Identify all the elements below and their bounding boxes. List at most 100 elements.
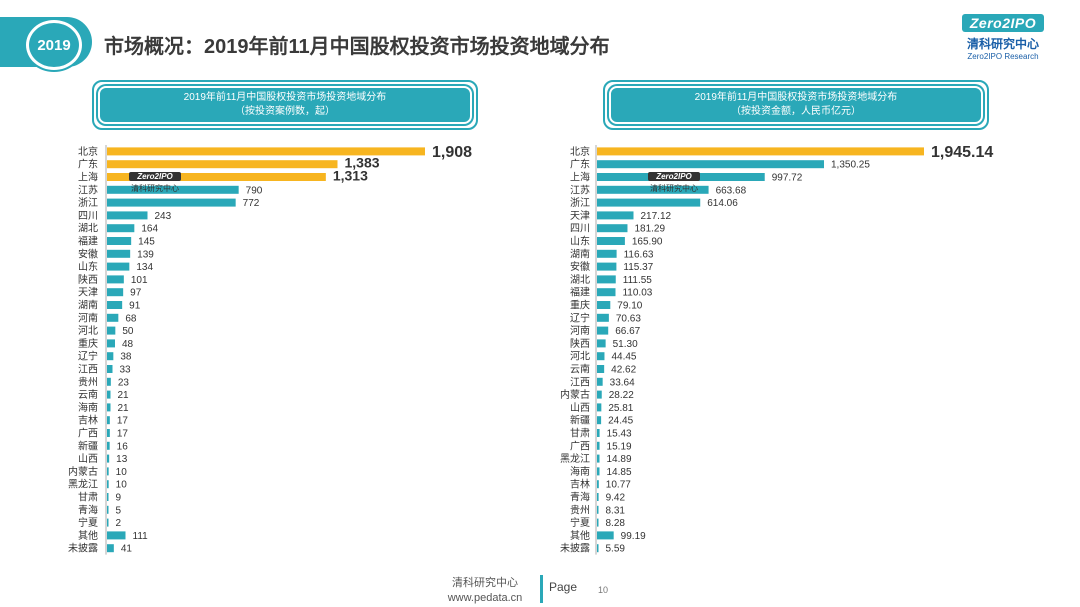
- left-value-label: 2: [116, 518, 122, 529]
- right-bar: [597, 390, 602, 399]
- left-category-label: 江苏: [78, 183, 98, 196]
- left-bar: [107, 403, 111, 412]
- right-bar: [597, 275, 616, 284]
- right-watermark-cn: 清科研究中心: [650, 184, 698, 193]
- right-value-label: 663.68: [716, 185, 747, 196]
- left-category-label: 浙江: [78, 197, 98, 209]
- right-category-label: 内蒙古: [560, 388, 590, 401]
- right-category-label: 上海: [570, 171, 590, 184]
- right-value-label: 9.42: [606, 493, 626, 504]
- right-category-label: 新疆: [570, 414, 590, 427]
- right-category-label: 其他: [570, 529, 590, 542]
- left-bar: [107, 198, 236, 207]
- right-bar: [597, 544, 599, 553]
- right-value-label: 28.22: [609, 390, 634, 401]
- footer-page-number: 10: [598, 585, 609, 595]
- right-bar: [597, 262, 617, 271]
- right-category-label: 广东: [570, 158, 590, 171]
- right-category-label: 江苏: [570, 183, 590, 196]
- right-bar: [597, 429, 600, 437]
- footer-site[interactable]: www.pedata.cn: [447, 592, 523, 604]
- logo-brand: Zero2IPO: [962, 14, 1044, 32]
- right-bar: [597, 313, 609, 322]
- right-value-label: 33.64: [610, 377, 635, 388]
- left-value-label: 23: [118, 377, 130, 388]
- left-category-label: 内蒙古: [68, 465, 98, 478]
- footer-org-block: 清科研究中心 www.pedata.cn: [440, 576, 530, 606]
- right-category-label: 贵州: [570, 503, 590, 516]
- left-category-label: 湖北: [78, 223, 98, 235]
- left-value-label: 97: [130, 288, 142, 299]
- left-bar: [107, 544, 114, 553]
- right-watermark-brand: Zero2IPO: [648, 172, 700, 181]
- right-value-label: 5.59: [606, 544, 626, 555]
- right-category-label: 云南: [570, 363, 590, 376]
- left-value-label: 16: [117, 441, 129, 452]
- left-bar: [107, 416, 110, 425]
- logo-cn: 清科研究中心: [966, 37, 1039, 51]
- left-value-label: 243: [155, 211, 172, 222]
- left-category-label: 安徽: [78, 247, 98, 260]
- right-value-label: 217.12: [641, 211, 672, 222]
- left-value-label: 164: [141, 224, 158, 235]
- right-bar: [597, 326, 609, 335]
- right-category-label: 黑龙江: [560, 452, 590, 465]
- left-watermark: Zero2IPO 清科研究中心: [129, 172, 181, 194]
- left-bar: [107, 237, 132, 245]
- left-value-label: 5: [116, 505, 122, 516]
- left-value-label: 13: [116, 454, 128, 465]
- left-bar: [107, 301, 123, 309]
- left-category-label: 四川: [78, 211, 98, 222]
- right-category-label: 北京: [570, 145, 590, 158]
- right-bar: [597, 224, 628, 233]
- right-value-label: 15.43: [607, 429, 632, 440]
- right-category-label: 重庆: [570, 299, 590, 312]
- right-bar: [597, 441, 600, 450]
- logo-en: Zero2IPO Research: [967, 52, 1039, 61]
- right-category-label: 湖北: [570, 274, 590, 286]
- left-category-label: 北京: [78, 145, 98, 158]
- left-bar: [107, 352, 114, 361]
- left-value-label: 48: [122, 339, 134, 350]
- right-bar: [597, 454, 600, 463]
- left-bar: [107, 531, 126, 540]
- left-chart-subtitle: （按投资案例数，起）: [235, 106, 335, 117]
- right-value-label: 110.03: [622, 288, 652, 299]
- left-value-label: 139: [137, 249, 154, 260]
- left-category-label: 其他: [78, 529, 98, 542]
- left-category-label: 贵州: [78, 375, 98, 388]
- right-bar: [597, 467, 600, 476]
- left-category-label: 河北: [78, 325, 98, 337]
- right-category-label: 广西: [570, 440, 590, 452]
- right-value-label: 997.72: [772, 173, 803, 184]
- left-value-label: 21: [118, 403, 130, 414]
- left-value-label: 1,908: [432, 144, 472, 161]
- left-value-label: 134: [136, 262, 153, 273]
- right-bar: [597, 493, 599, 501]
- left-bar: [107, 518, 109, 527]
- left-bar: [107, 224, 135, 233]
- left-bar: [107, 147, 425, 156]
- right-category-label: 辽宁: [570, 311, 590, 324]
- year-badge: 2019: [26, 20, 82, 70]
- right-bar: [597, 403, 602, 412]
- right-category-label: 天津: [570, 210, 590, 222]
- right-bar: [597, 339, 606, 348]
- left-bar: [107, 288, 124, 297]
- left-category-label: 山西: [78, 453, 98, 465]
- left-value-label: 41: [121, 544, 133, 555]
- right-value-label: 116.63: [624, 249, 654, 260]
- left-value-label: 68: [125, 313, 137, 324]
- right-category-label: 吉林: [570, 478, 590, 491]
- right-bar: [597, 211, 634, 220]
- left-category-label: 广东: [78, 158, 98, 171]
- left-bar: [107, 454, 110, 463]
- right-category-label: 福建: [570, 286, 590, 299]
- right-category-label: 青海: [570, 491, 590, 504]
- left-bar: [107, 441, 110, 450]
- right-value-label: 1,350.25: [831, 160, 870, 171]
- right-value-label: 66.67: [615, 326, 640, 337]
- right-bar: [597, 505, 599, 514]
- left-bar: [107, 390, 111, 399]
- brand-logo: Zero2IPO 清科研究中心 Zero2IPO Research: [962, 14, 1044, 61]
